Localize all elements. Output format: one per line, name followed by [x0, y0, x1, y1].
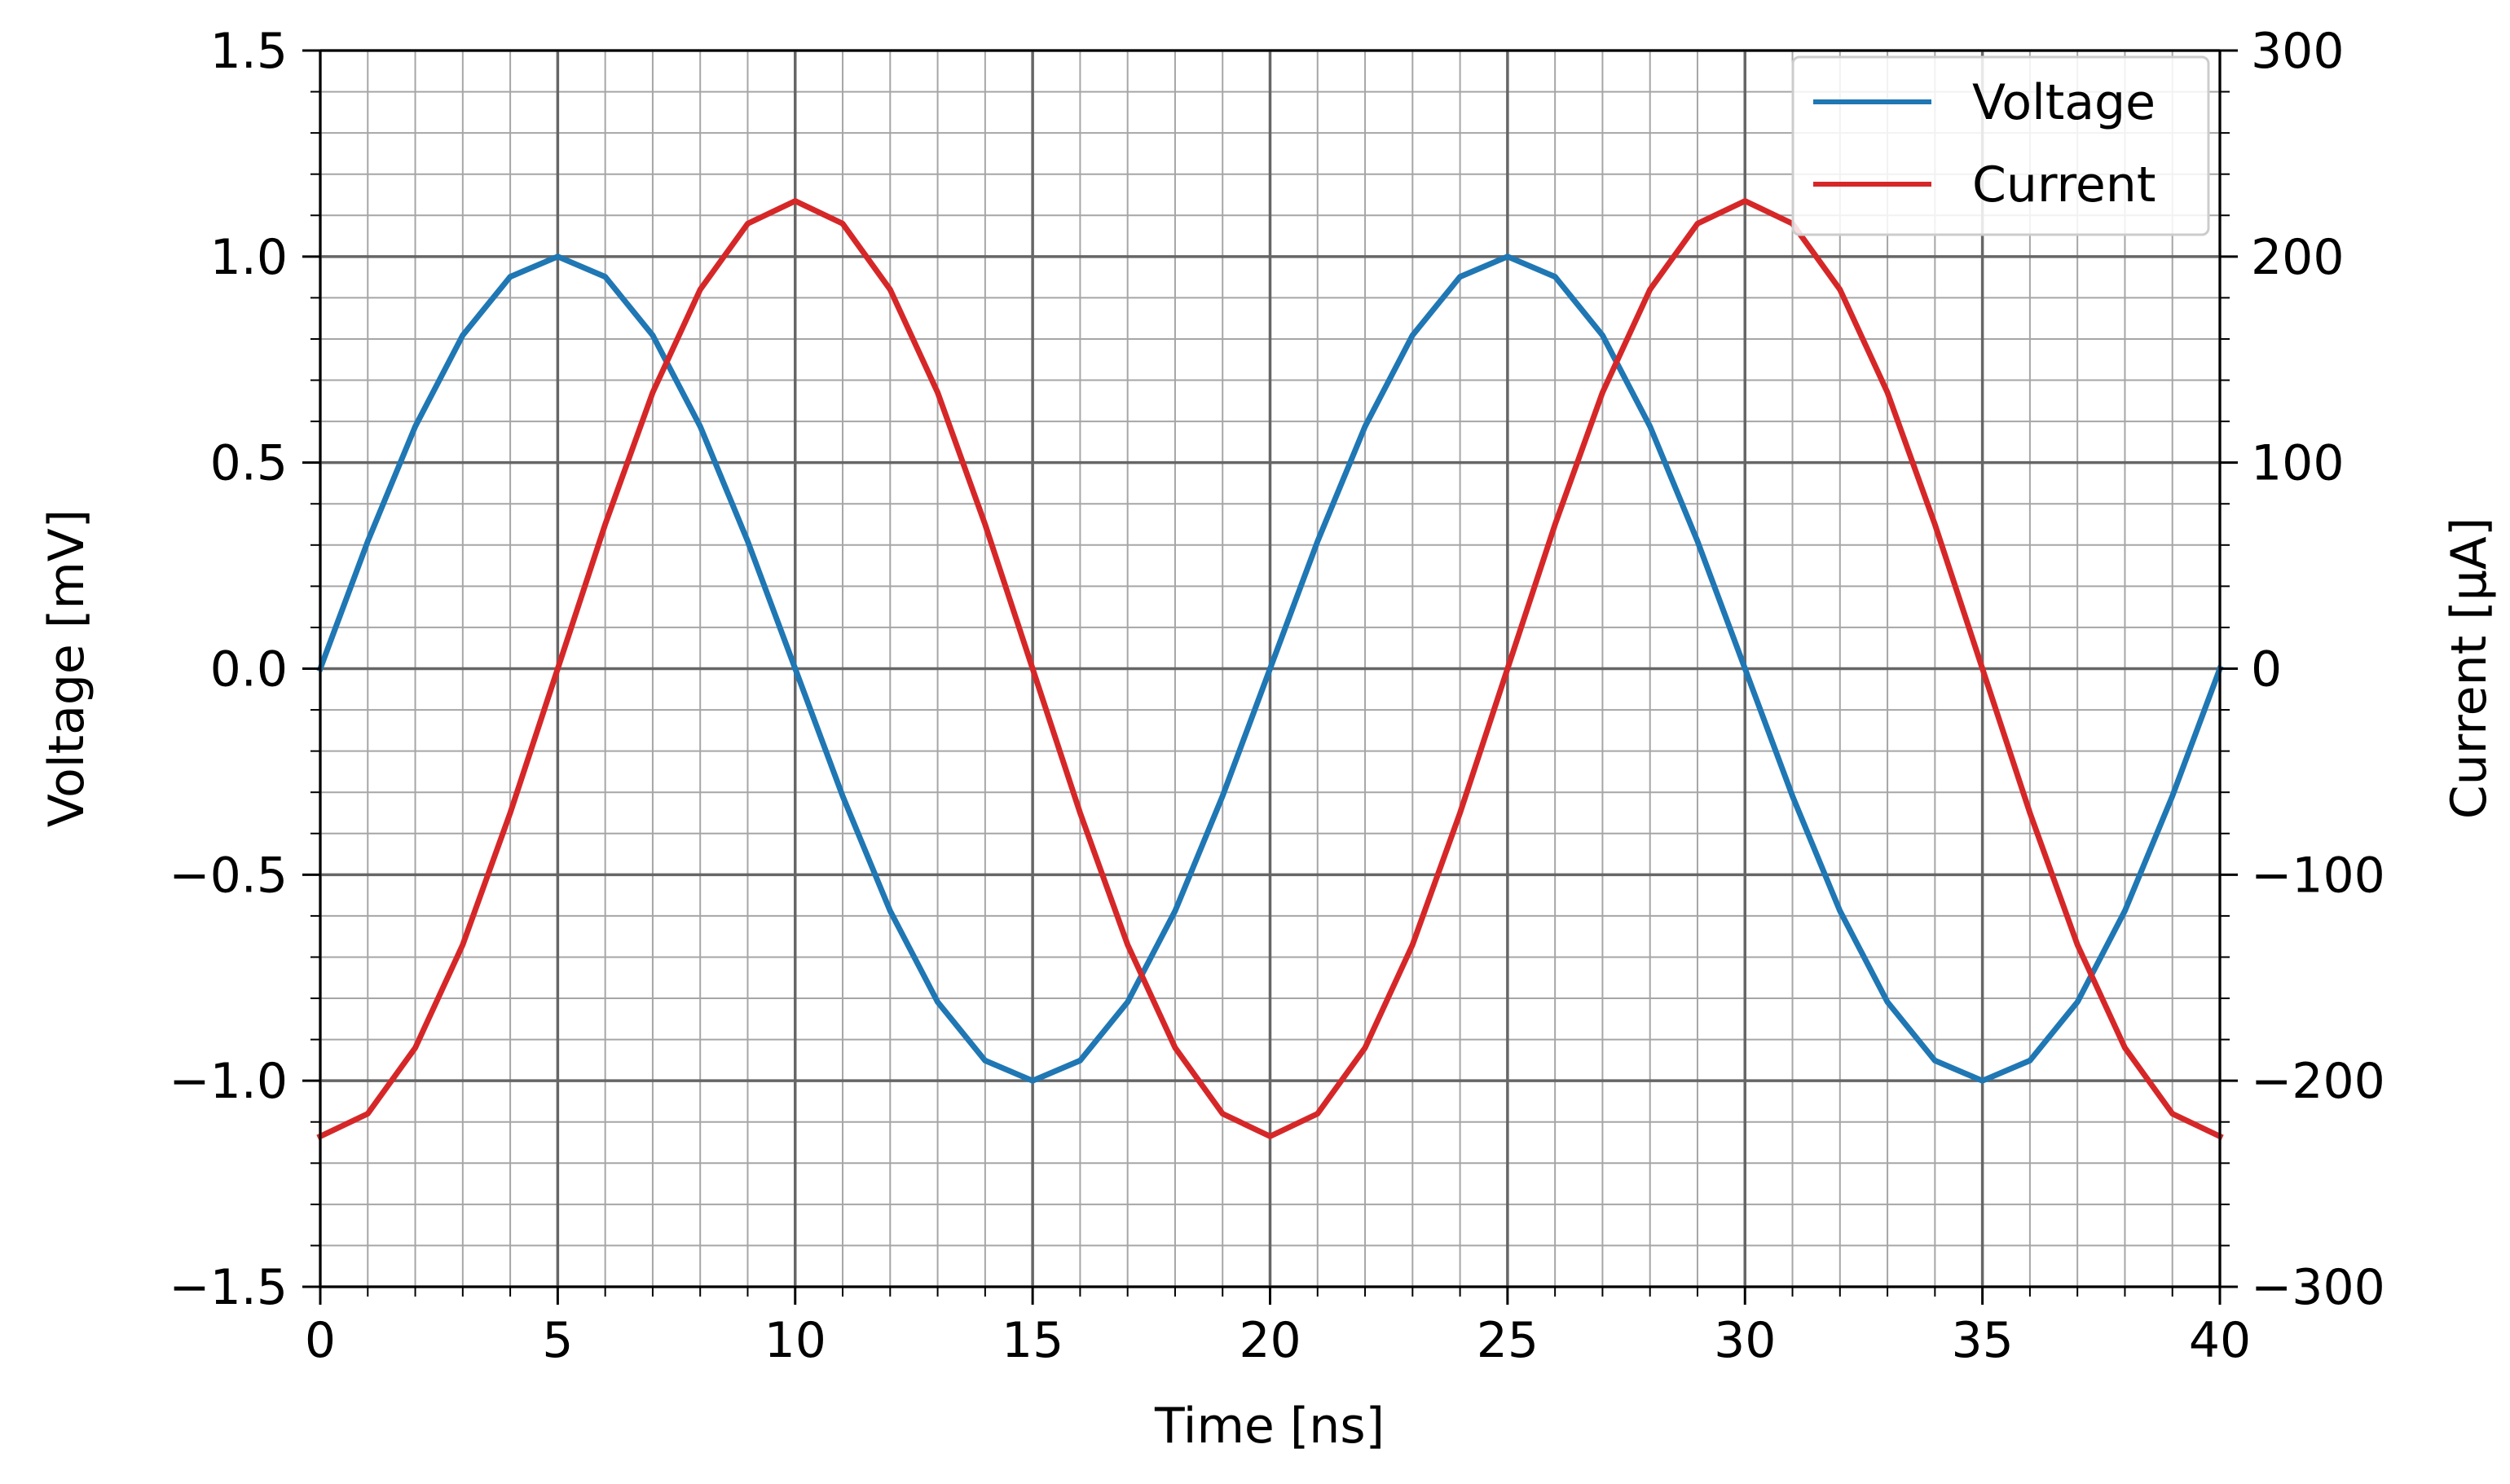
x-tick-label: 35 [1951, 1312, 2013, 1369]
y-tick-label: 1.5 [210, 23, 288, 80]
x-axis-label: Time [ns] [1154, 1398, 1385, 1455]
tick-labels: 0 5 10 15 20 25 30 35 40 1.5 1.0 0.5 0.0 −0.5 −1.0 −1.5… [169, 23, 2385, 1369]
x-tick-label: 25 [1477, 1312, 1539, 1369]
y-tick-label: 1.0 [210, 229, 288, 286]
y2-tick-label: 200 [2251, 229, 2345, 286]
y-tick-label: −0.5 [169, 847, 288, 904]
legend-label-voltage: Voltage [1972, 74, 2156, 131]
y-tick-label: 0.5 [210, 435, 288, 492]
legend-label-current: Current [1972, 156, 2156, 214]
y2-tick-label: 0 [2251, 641, 2282, 698]
y2-tick-label: −300 [2251, 1259, 2385, 1316]
y-axis-label: Voltage [mV] [38, 509, 95, 827]
y2-axis-label: Current [μA] [2441, 517, 2498, 819]
x-tick-label: 30 [1714, 1312, 1776, 1369]
y-tick-label: −1.5 [169, 1259, 288, 1316]
x-tick-label: 20 [1239, 1312, 1301, 1369]
series-line-current [316, 198, 2224, 1141]
y-tick-label: 0.0 [210, 641, 288, 698]
y-tick-label: −1.0 [169, 1053, 288, 1110]
y2-tick-label: −200 [2251, 1053, 2385, 1110]
x-tick-label: 40 [2189, 1312, 2251, 1369]
x-tick-label: 5 [542, 1312, 573, 1369]
y2-tick-label: 300 [2251, 23, 2345, 80]
series-layer [316, 198, 2224, 1141]
y2-tick-label: −100 [2251, 847, 2385, 904]
x-tick-label: 0 [305, 1312, 336, 1369]
legend: Voltage Current [1791, 55, 2210, 236]
y2-tick-label: 100 [2251, 435, 2345, 492]
x-tick-label: 10 [764, 1312, 826, 1369]
series-line-voltage [316, 253, 2224, 1084]
axis-ticks [302, 49, 2238, 1305]
x-tick-label: 15 [1002, 1312, 1063, 1369]
